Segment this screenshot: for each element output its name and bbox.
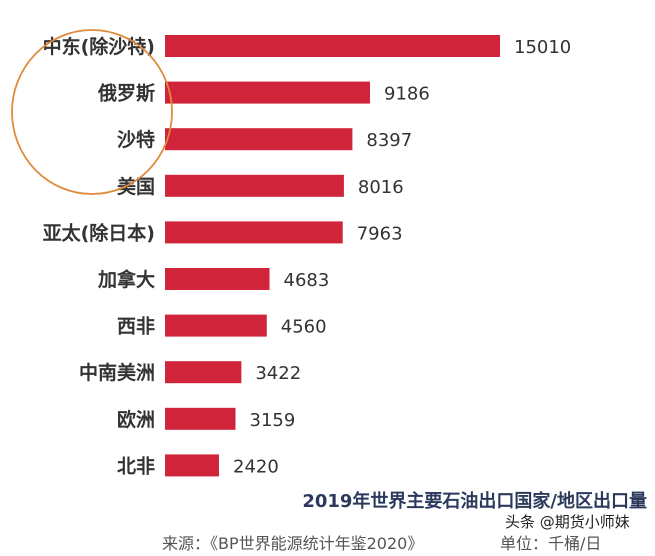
bar [165,221,343,244]
value-label: 9186 [384,84,430,105]
value-label: 15010 [514,37,571,58]
source-note: 来源：《BP世界能源统计年鉴2020》 [162,534,424,553]
category-label: 欧洲 [117,408,155,431]
value-label: 4683 [284,270,330,291]
bar [165,314,267,337]
bar [165,361,242,384]
category-label: 北非 [117,455,155,477]
category-label: 中东(除沙特) [43,35,155,58]
category-label: 美国 [117,175,155,198]
bar [165,407,236,430]
value-label: 4560 [281,317,327,338]
bar [165,81,371,104]
highlight-ellipse [11,29,173,195]
bar [165,454,220,477]
category-label: 亚太(除日本) [43,221,155,244]
chart-title: 2019年世界主要石油出口国家/地区出口量 [302,491,647,512]
category-label: 加拿大 [97,268,155,291]
value-label: 3159 [250,410,296,431]
bar [165,35,500,57]
value-label: 8016 [358,177,404,198]
category-label: 俄罗斯 [97,82,155,105]
category-label: 中南美洲 [79,361,155,384]
bar [165,174,344,197]
bar [165,268,270,290]
unit-note: 单位：千桶/日 [500,534,602,553]
watermark: 头条 @期货小师妹 [505,513,630,531]
value-label: 2420 [233,456,279,477]
category-label: 沙特 [117,129,155,151]
value-label: 8397 [366,130,412,151]
category-label: 西非 [117,316,155,338]
bar [165,128,353,151]
value-label: 7963 [357,223,403,244]
value-label: 3422 [255,363,301,384]
bar-chart: 中东(除沙特) 15010 俄罗斯 9186 沙特 8397 美国 8016 亚太(除日本) 79… [11,29,571,477]
